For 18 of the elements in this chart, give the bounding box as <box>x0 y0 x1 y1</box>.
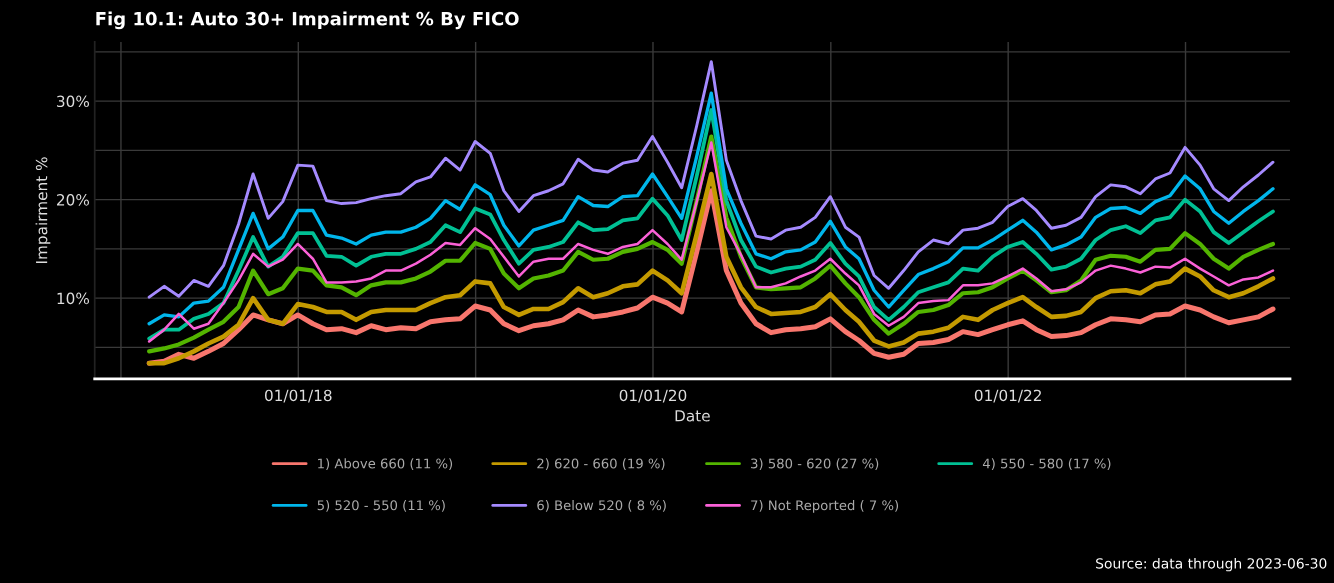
y-tick-label: 10% <box>57 292 90 305</box>
source-note: Source: data through 2023-06-30 <box>1096 557 1327 572</box>
legend-label: 6) Below 520 ( 8 %) <box>537 500 666 512</box>
x-tick-label: 01/01/22 <box>974 389 1041 403</box>
y-tick-label: 20% <box>57 194 90 206</box>
line-series <box>147 60 1275 299</box>
legend-label: 7) Not Reported ( 7 %) <box>751 500 899 513</box>
y-tick-label: 30% <box>57 95 90 108</box>
x-tick-label: 01/01/20 <box>619 389 687 403</box>
legend-label: 2) 620 - 660 (19 %) <box>537 458 665 470</box>
legend-label: 1) Above 660 (11 %) <box>318 458 453 470</box>
legend-label: 3) 580 - 620 (27 %) <box>751 458 879 470</box>
legend-label: 4) 550 - 580 (17 %) <box>982 458 1111 470</box>
chart-title: Fig 10.1: Auto 30+ Impairment % By FICO <box>96 11 519 30</box>
x-axis-title: Date <box>675 410 710 422</box>
legend-label: 5) 520 - 550 (11 %) <box>317 500 445 512</box>
x-tick-label: 01/01/18 <box>265 389 332 403</box>
y-axis-title: Impairment % <box>35 157 51 263</box>
